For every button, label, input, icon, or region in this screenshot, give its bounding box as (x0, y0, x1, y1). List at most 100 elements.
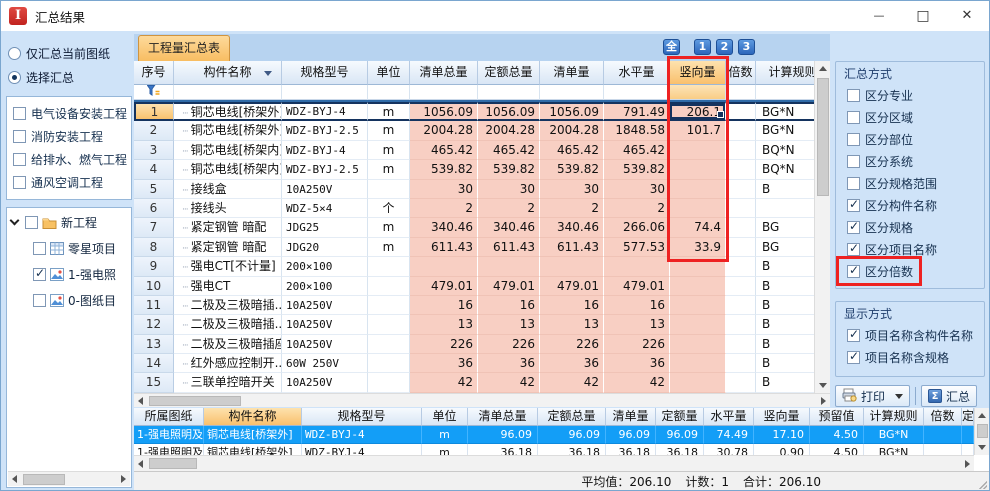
table-row[interactable]: 10 强电CT 200×100 479.01 479.01 479.01 479… (134, 276, 830, 296)
cell-horizontal[interactable]: 577.53 (604, 237, 670, 258)
cell-list-qty[interactable]: 479.01 (540, 276, 604, 296)
summary-mode-checkbox[interactable]: 区分部位 (844, 128, 984, 150)
table-row[interactable]: 1-强电照明及桥 铜芯电线[桥架外] WDZ-BYJ-4 m 96.09 96.… (134, 426, 974, 444)
display-mode-checkbox[interactable]: 项目名称含规格 (844, 346, 984, 368)
cell-name[interactable]: 强电CT[不计量] (174, 257, 282, 277)
detail-vertical-scrollbar[interactable] (974, 408, 989, 455)
cell-list-qty[interactable]: 16 (540, 295, 604, 316)
cell-list-total[interactable]: 36.18 (468, 444, 538, 455)
cell-quota-total[interactable]: 36 (478, 354, 540, 374)
cell-seq[interactable]: 7 (134, 218, 174, 238)
cell-spec[interactable]: 10A250V (282, 334, 368, 355)
cell-quota-total[interactable]: 465.42 (478, 140, 540, 161)
column-header[interactable]: 预留值 (810, 408, 864, 426)
cell-multiplier[interactable] (726, 218, 756, 238)
cell-unit[interactable]: 个 (368, 198, 410, 219)
column-header[interactable]: 计算规则 (864, 408, 924, 426)
column-header[interactable]: 定额量 (656, 408, 704, 426)
cell-spec[interactable]: 10A250V (282, 179, 368, 199)
cell-list-qty[interactable]: 226 (540, 334, 604, 355)
cell-name[interactable]: 铜芯电线[桥架内] (174, 160, 282, 180)
table-row[interactable]: 1-强电照明及桥 铜芯电线[桥架外] WDZ-BYJ-4 m 36.18 36.… (134, 444, 974, 455)
cell-spec[interactable]: WDZ-BYJ-4 (282, 140, 368, 161)
cell-spec[interactable]: JDG25 (282, 218, 368, 238)
cell-vertical[interactable] (670, 315, 726, 335)
cell-name[interactable]: 二极及三极暗插... (174, 315, 282, 335)
table-row[interactable]: 8 紧定钢管 暗配 JDG20 m 611.43 611.43 611.43 5… (134, 237, 830, 258)
column-header[interactable]: 单位 (368, 61, 410, 85)
cell-quota-total[interactable]: 30 (478, 179, 540, 199)
column-header[interactable]: 定额总量 (538, 408, 606, 426)
table-row[interactable]: 9 强电CT[不计量] 200×100 B (134, 257, 830, 277)
cell-unit[interactable]: m (422, 426, 468, 444)
cell-multiplier[interactable] (726, 276, 756, 296)
column-header[interactable]: 所属图纸 (134, 408, 204, 426)
cell-spec[interactable]: 10A250V (282, 315, 368, 335)
cell-unit[interactable]: m (368, 102, 410, 122)
cell-vertical[interactable] (670, 179, 726, 199)
cell-name[interactable]: 二极及三极暗插座 (174, 334, 282, 355)
summary-mode-checkbox[interactable]: 区分区域 (844, 106, 984, 128)
cell-multiplier[interactable] (726, 179, 756, 199)
cell-multiplier[interactable] (924, 444, 962, 455)
table-row[interactable]: 4 铜芯电线[桥架内] WDZ-BYJ-2.5 m 539.82 539.82 … (134, 160, 830, 180)
cell-reserved[interactable]: 4.50 (810, 444, 864, 455)
cell-horizontal[interactable] (604, 257, 670, 277)
scroll-left-icon[interactable] (138, 396, 143, 405)
cell-quota-total[interactable]: 1056.09 (478, 102, 540, 122)
cell-list-total[interactable]: 13 (410, 315, 478, 335)
scroll-thumb[interactable] (816, 78, 829, 196)
column-header[interactable]: 规格型号 (302, 408, 422, 426)
column-header[interactable]: 规格型号 (282, 61, 368, 85)
cell-list-qty[interactable]: 42 (540, 373, 604, 393)
cell-multiplier[interactable] (726, 237, 756, 258)
cell-horizontal[interactable]: 539.82 (604, 160, 670, 180)
cell-sheet[interactable]: 1-强电照明及桥 (134, 444, 204, 455)
cell-unit[interactable] (368, 295, 410, 316)
tree-checkbox[interactable] (33, 241, 46, 255)
scroll-thumb[interactable] (23, 473, 65, 485)
cell-vertical[interactable] (670, 354, 726, 374)
table-row[interactable]: 15 三联单控暗开关 10A250V 42 42 42 42 B (134, 373, 830, 393)
cell-seq[interactable]: 14 (134, 354, 174, 374)
column-header[interactable]: 水平量 (604, 61, 670, 85)
cell-list-total[interactable]: 479.01 (410, 276, 478, 296)
scroll-down-icon[interactable] (818, 383, 827, 388)
cell-unit[interactable] (368, 373, 410, 393)
cell-name[interactable]: 铜芯电线[桥架外] (174, 121, 282, 141)
scroll-up-icon[interactable] (978, 413, 986, 418)
cell-horizontal[interactable]: 465.42 (604, 140, 670, 161)
cell-spec[interactable]: 200×100 (282, 276, 368, 296)
cell-list-qty[interactable]: 13 (540, 315, 604, 335)
radio-select-summary-option[interactable]: 选择汇总 (6, 65, 132, 89)
cell-list-total[interactable]: 30 (410, 179, 478, 199)
column-header[interactable]: 竖向量 (754, 408, 810, 426)
table-row[interactable]: 3 铜芯电线[桥架内] WDZ-BYJ-4 m 465.42 465.42 46… (134, 140, 830, 161)
main-horizontal-scrollbar[interactable] (134, 393, 830, 407)
cell-spec[interactable]: JDG20 (282, 237, 368, 258)
cell-list-total[interactable]: 340.46 (410, 218, 478, 238)
tree-item-new-project[interactable]: 新工程 (7, 210, 131, 234)
cell-list-total[interactable]: 96.09 (468, 426, 538, 444)
cell-sheet[interactable]: 1-强电照明及桥 (134, 426, 204, 444)
cell-list-qty[interactable]: 611.43 (540, 237, 604, 258)
cell-list-qty[interactable]: 96.09 (606, 426, 656, 444)
cell-list-qty[interactable]: 36 (540, 354, 604, 374)
cell-multiplier[interactable] (726, 140, 756, 161)
detail-horizontal-scrollbar[interactable] (134, 455, 974, 471)
tree-checkbox[interactable] (33, 293, 46, 307)
cell-list-qty[interactable]: 539.82 (540, 160, 604, 180)
project-checkbox[interactable]: 电气设备安装工程 (10, 102, 128, 125)
quick-filter-1-button[interactable]: 1 (694, 39, 711, 55)
column-header[interactable]: 定 (962, 408, 974, 426)
table-row[interactable]: 5 接线盒 10A250V 30 30 30 30 B (134, 179, 830, 199)
cell-horizontal[interactable]: 30.78 (704, 444, 754, 455)
scroll-left-icon[interactable] (138, 459, 143, 468)
scroll-thumb[interactable] (149, 395, 241, 406)
filter-row[interactable] (134, 85, 830, 100)
cell-horizontal[interactable]: 74.49 (704, 426, 754, 444)
cell-rule[interactable]: BG (756, 237, 830, 258)
column-header[interactable]: 构件名称 (204, 408, 302, 426)
cell-multiplier[interactable] (924, 426, 962, 444)
cell-unit[interactable] (368, 179, 410, 199)
